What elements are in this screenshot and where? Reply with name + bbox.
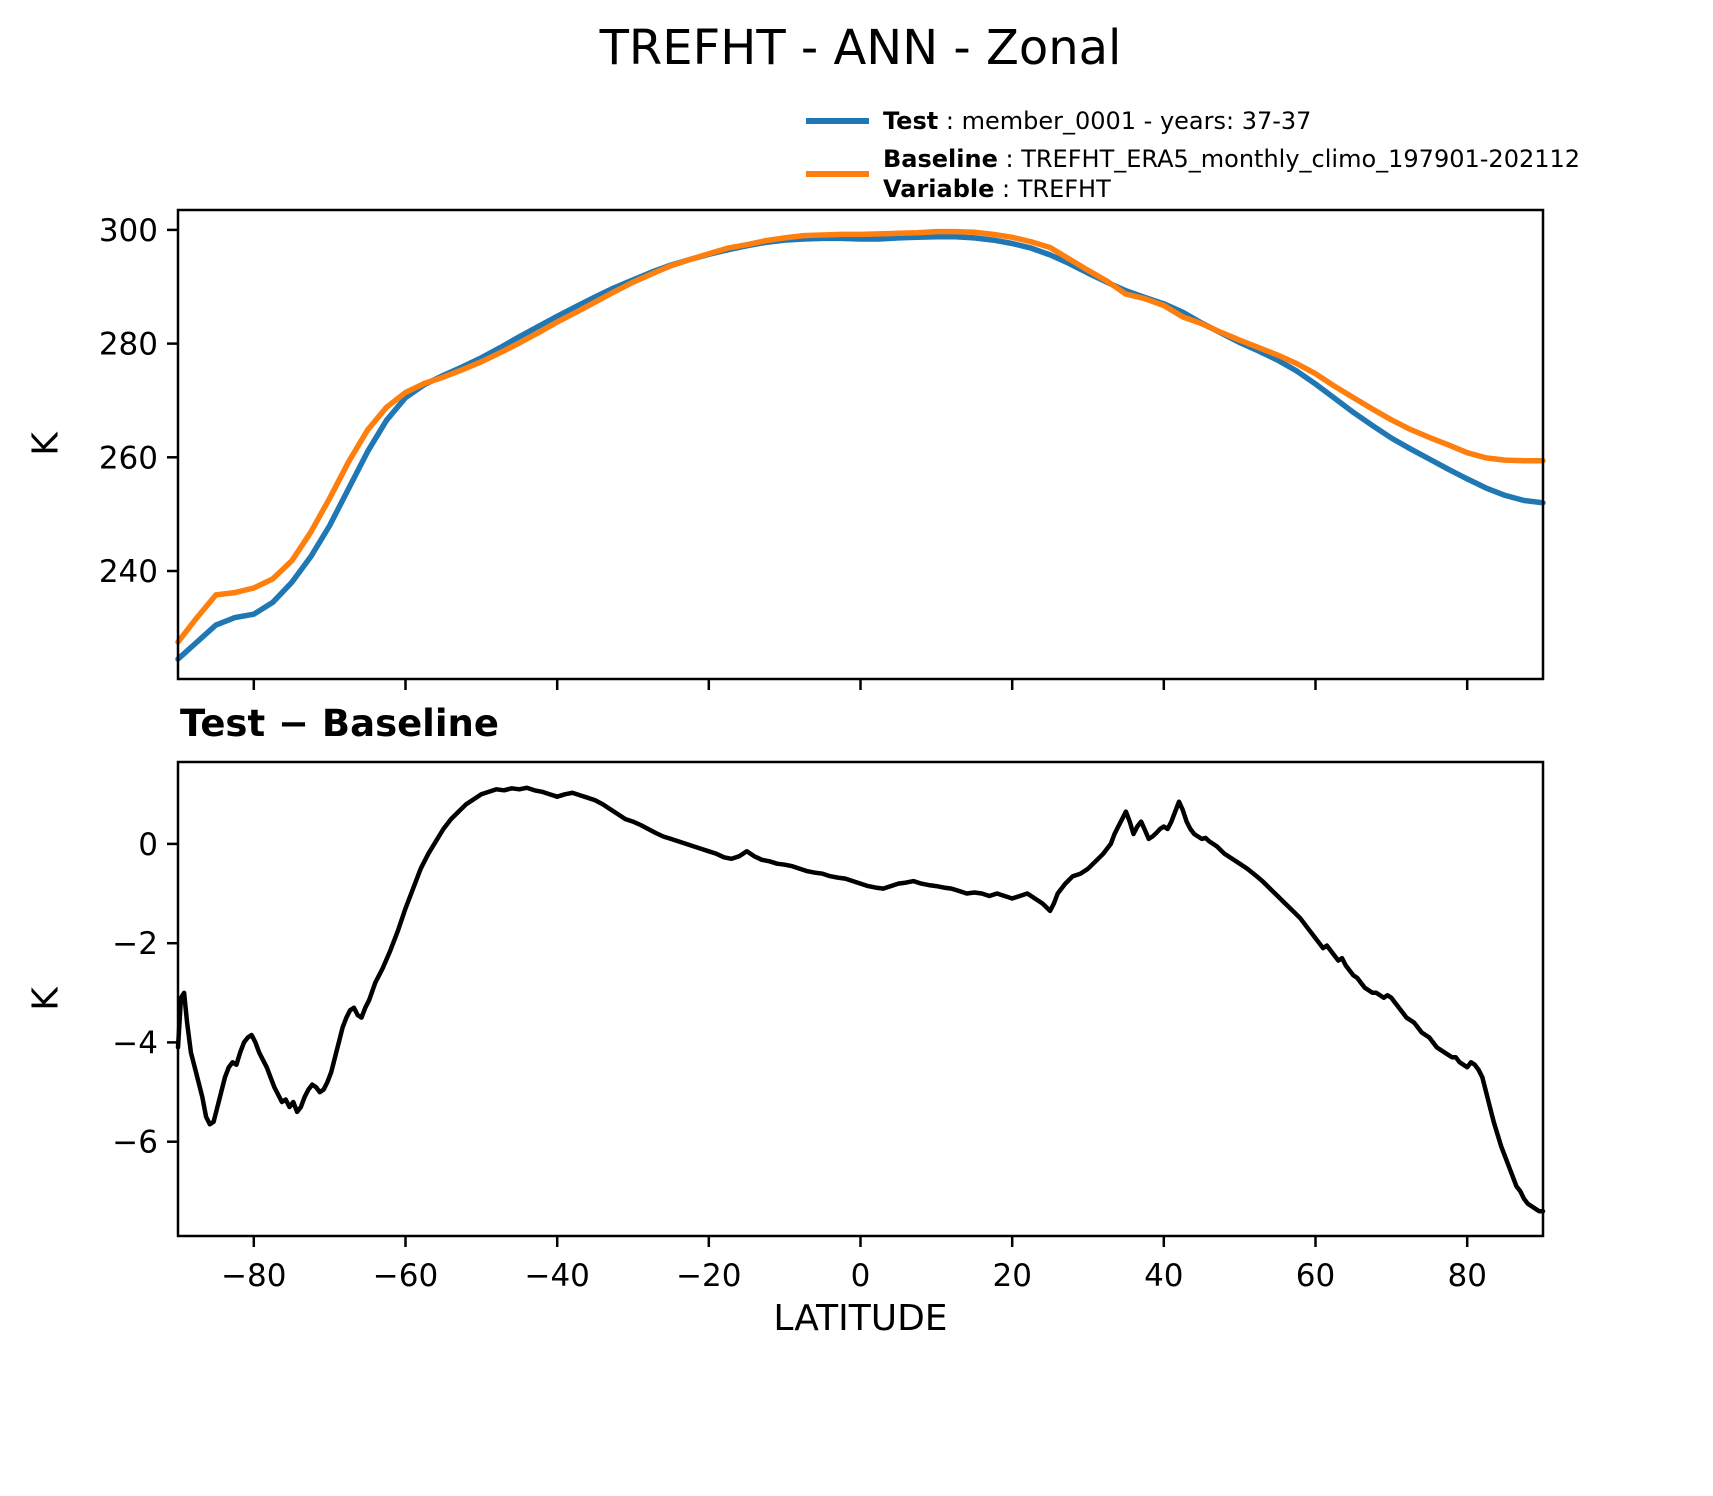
legend-baseline-line1: Baseline : TREFHT_ERA5_monthly_climo_197… (883, 144, 1580, 174)
panel-difference: −80 −60 −40 −20 0 20 40 60 80 0 −2 −4 −6 (112, 760, 1546, 1294)
x-tick-label: −80 (221, 1258, 286, 1294)
legend-label-test: Test : member_0001 - years: 37-37 (883, 106, 1311, 136)
legend-key-variable: Variable (883, 175, 995, 203)
legend-baseline-line2: Variable : TREFHT (883, 174, 1580, 204)
y-axis-label-bottom: K (25, 987, 67, 1011)
y-tick-label: 0 (138, 827, 158, 863)
series-test-minus-baseline (175, 785, 1546, 1214)
legend-label-baseline: Baseline : TREFHT_ERA5_monthly_climo_197… (883, 144, 1580, 204)
y-tick-label: −6 (112, 1125, 158, 1161)
panel-zonal-mean: 240 260 280 300 (99, 208, 1546, 690)
y-axis-label-top: K (25, 432, 67, 456)
y-tick-label: 240 (99, 554, 158, 590)
y-tick-label: −2 (112, 926, 158, 962)
x-tick-label: 20 (992, 1258, 1031, 1294)
legend-key-test: Test (883, 107, 939, 135)
y-tick-label: 300 (99, 213, 158, 249)
test-line-swatch (806, 118, 869, 124)
y-tick-label: 260 (99, 440, 158, 476)
legend: Test : member_0001 - years: 37-37 Baseli… (806, 106, 1580, 212)
chart-title: TREFHT - ANN - Zonal (599, 20, 1122, 76)
x-tick-label: −20 (676, 1258, 741, 1294)
x-tick-label: −60 (373, 1258, 438, 1294)
axes-border (176, 760, 1545, 1238)
legend-entry-test: Test : member_0001 - years: 37-37 (806, 106, 1580, 136)
legend-value-variable: : TREFHT (994, 175, 1111, 203)
x-tick-label: 40 (1144, 1258, 1183, 1294)
difference-panel-title: Test − Baseline (180, 702, 499, 745)
series-test (175, 233, 1546, 662)
legend-value-baseline: : TREFHT_ERA5_monthly_climo_197901-20211… (997, 145, 1581, 173)
y-tick-label: −4 (112, 1025, 158, 1061)
series-baseline (175, 228, 1546, 645)
y-tick-label: 280 (99, 327, 158, 363)
x-tick-label: −40 (524, 1258, 589, 1294)
x-tick-label: 60 (1296, 1258, 1335, 1294)
x-axis-label: LATITUDE (773, 1298, 948, 1339)
legend-entry-baseline: Baseline : TREFHT_ERA5_monthly_climo_197… (806, 144, 1580, 204)
x-tick-label: 80 (1447, 1258, 1486, 1294)
legend-key-baseline: Baseline (883, 145, 998, 173)
x-tick-label: 0 (851, 1258, 871, 1294)
axes-border (176, 208, 1545, 681)
legend-value-test: : member_0001 - years: 37-37 (938, 107, 1312, 135)
baseline-line-swatch (806, 171, 869, 177)
